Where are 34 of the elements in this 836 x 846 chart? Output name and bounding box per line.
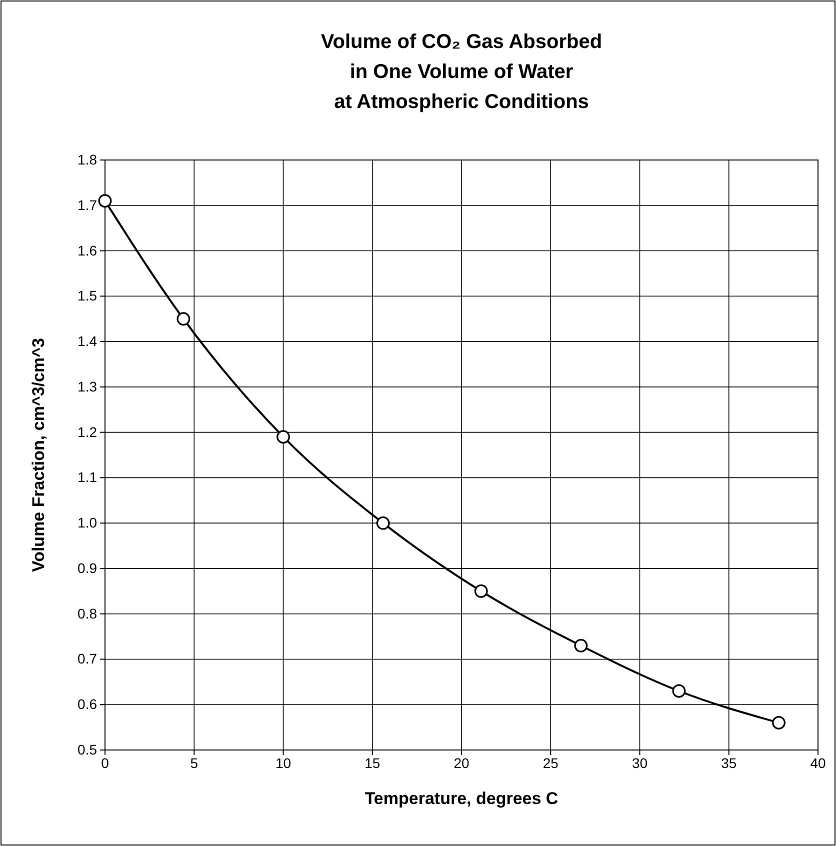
x-tick-label: 20 xyxy=(454,754,470,771)
y-tick-label: 1.3 xyxy=(78,378,98,394)
y-tick-label: 0.7 xyxy=(78,650,98,667)
x-tick-label: 35 xyxy=(721,754,737,771)
x-axis-title: Temperature, degrees C xyxy=(364,789,558,808)
x-tick-label: 5 xyxy=(190,754,198,771)
point xyxy=(672,684,686,698)
y-tick-label: 1.4 xyxy=(78,333,98,350)
point xyxy=(376,516,390,530)
y-axis-title: Volume Fraction, cm^3/cm^3 xyxy=(29,338,48,572)
y-tick-label: 1.1 xyxy=(78,469,98,486)
y-tick-label: 0.6 xyxy=(78,696,98,712)
x-tick-label: 40 xyxy=(810,754,826,771)
x-tick-label: 25 xyxy=(542,754,559,771)
y-tick-label: 1.8 xyxy=(78,151,98,168)
y-tick-label: 1.5 xyxy=(78,288,98,304)
y-tick-label: 1.6 xyxy=(78,242,98,258)
x-tick-label: 10 xyxy=(275,754,292,771)
y-tick-label: 1.7 xyxy=(78,196,98,213)
point xyxy=(772,716,786,730)
x-tick-label: 30 xyxy=(632,754,648,771)
point xyxy=(176,312,190,326)
point xyxy=(98,194,112,208)
x-tick-label: 0 xyxy=(101,754,110,771)
point xyxy=(276,430,290,444)
y-tick-label: 1.0 xyxy=(78,514,98,531)
chart-title: Volume of CO₂ Gas Absorbed in One Volume of Water at Atmospheric Conditions xyxy=(320,31,602,113)
y-tick-label: 1.2 xyxy=(78,424,98,440)
y-tick-label: 0.8 xyxy=(78,605,98,622)
point xyxy=(474,584,488,598)
point xyxy=(574,638,588,652)
y-tick-label: 0.5 xyxy=(78,741,98,758)
x-tick-label: 15 xyxy=(364,754,380,771)
y-tick-label: 0.9 xyxy=(78,560,98,576)
